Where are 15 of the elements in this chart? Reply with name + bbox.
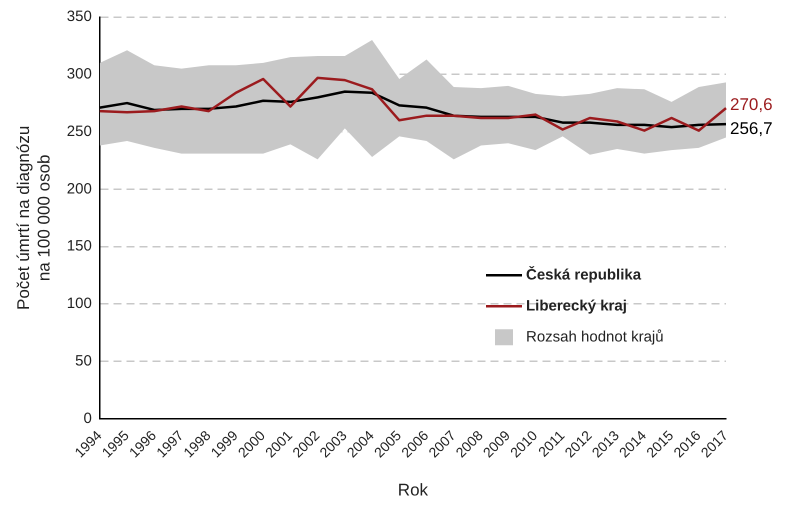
- legend-label: Česká republika: [526, 265, 642, 284]
- legend-label: Rozsah hodnot krajů: [526, 328, 664, 346]
- y-tick-label: 100: [66, 295, 92, 312]
- y-axis-title: Počet úmrtí na diagnózu na 100 000 osob: [14, 126, 54, 310]
- annotation: 256,7: [730, 118, 773, 138]
- y-tick-label: 350: [66, 8, 92, 26]
- y-tick-label: 200: [66, 180, 92, 198]
- y-tick-label: 150: [66, 238, 92, 255]
- y-tick-label: 250: [66, 122, 92, 140]
- annotation: 270,6: [730, 94, 773, 114]
- x-axis-title: Rok: [398, 480, 429, 500]
- y-tick-label: 300: [66, 66, 92, 83]
- legend-label: Liberecký kraj: [526, 297, 627, 314]
- y-tick-label: 50: [75, 352, 92, 370]
- y-tick-label: 0: [83, 410, 92, 427]
